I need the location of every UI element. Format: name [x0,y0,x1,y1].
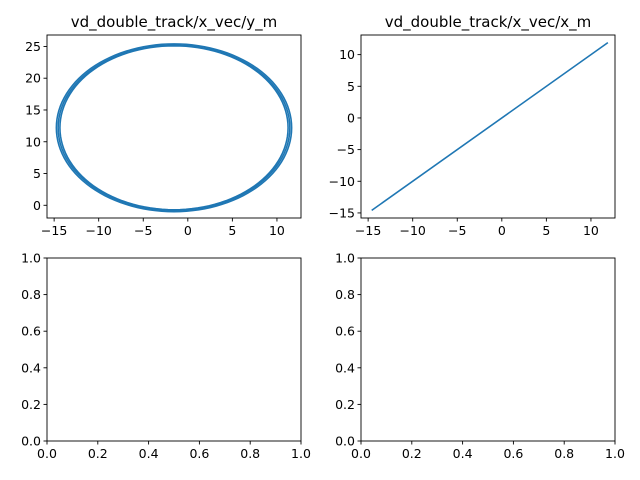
x-tick-label: −10 [399,223,425,238]
x-tick-label: 0.6 [503,446,523,461]
y-tick-label: 1.0 [335,251,355,266]
series-line-loop-1 [59,44,289,211]
y-tick-label: 0 [347,110,355,125]
x-tick-label: 0 [498,223,506,238]
x-tick-label: −5 [134,223,152,238]
x-tick-label: 10 [583,223,599,238]
y-tick-label: 0.4 [335,360,355,375]
x-tick-label: 0.0 [37,446,57,461]
x-tick-label: 0.4 [453,446,473,461]
y-tick-label: 0.8 [21,287,41,302]
x-tick-label: −10 [85,223,111,238]
series-line-loop-2 [57,44,291,212]
subplot-title: vd_double_track/x_vec/x_m [385,13,592,32]
x-tick-label: 5 [542,223,550,238]
y-tick-label: 0.2 [21,397,41,412]
x-tick-label: 0.4 [139,446,159,461]
x-tick-label: 0.8 [554,446,574,461]
x-tick-label: 0.0 [351,446,371,461]
subplot-1: −15 −10 −5 0 5 10 0 5 10 15 20 25 vd_double_track/x_… [25,13,302,238]
subplot-4: 0.0 0.2 0.4 0.6 0.8 1.0 0.0 0.2 0.4 0.6 0.8 1.0 [335,251,625,462]
series-group [371,41,609,212]
y-tick-label: 10 [25,134,41,149]
y-tick-label: 5 [33,166,41,181]
y-tick-label: 5 [347,79,355,94]
x-tick-label: 1.0 [291,446,311,461]
subplot-2: −15 −10 −5 0 5 10 −15 −10 −5 0 5 10 vd_double_track/… [329,13,616,238]
y-tick-label: 0.4 [21,360,41,375]
subplot-3: 0.0 0.2 0.4 0.6 0.8 1.0 0.0 0.2 0.4 0.6 0.8 1.0 [21,251,311,462]
y-tick-label: 0.0 [21,434,41,449]
x-tick-label: 10 [269,223,285,238]
y-tick-label: 10 [339,47,355,62]
x-tick-label: 1.0 [605,446,625,461]
series-group [55,43,293,213]
axes-frame [360,257,616,442]
x-tick-label: 0.2 [88,446,108,461]
y-tick-label: 0.6 [335,324,355,339]
y-tick-label: 0.0 [335,434,355,449]
y-tick-label: 20 [25,71,41,86]
y-tick-label: 1.0 [21,251,41,266]
axes-frame [46,34,302,219]
subplot-title: vd_double_track/x_vec/y_m [71,13,278,32]
y-tick-label: −5 [337,142,355,157]
x-tick-label: 0.2 [402,446,422,461]
y-tick-label: 0.8 [335,287,355,302]
series-line-1 [371,41,609,212]
x-tick-label: 5 [228,223,236,238]
x-tick-label: −5 [448,223,466,238]
subplot-grid: −15 −10 −5 0 5 10 0 5 10 15 20 25 vd_double_track/x_… [21,13,625,461]
x-tick-label: −15 [355,223,381,238]
y-tick-label: −10 [329,174,355,189]
x-tick-label: 0 [184,223,192,238]
x-tick-label: −15 [41,223,67,238]
y-tick-label: −15 [329,205,355,220]
axes-frame [46,257,302,442]
y-tick-label: 25 [25,39,41,54]
x-tick-label: 0.6 [189,446,209,461]
y-tick-label: 0 [33,198,41,213]
y-tick-label: 0.6 [21,324,41,339]
axes-frame [360,34,616,219]
series-line-loop-3 [55,43,293,213]
y-tick-label: 15 [25,102,41,117]
y-tick-label: 0.2 [335,397,355,412]
x-tick-label: 0.8 [240,446,260,461]
